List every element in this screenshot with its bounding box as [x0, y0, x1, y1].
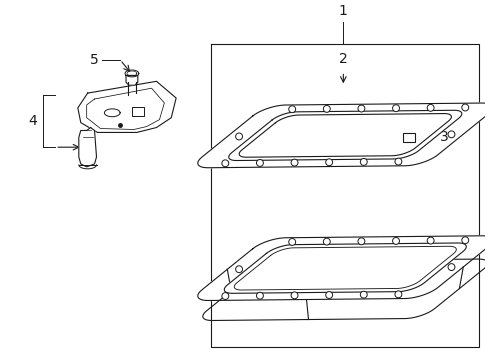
- Circle shape: [357, 238, 364, 245]
- Circle shape: [394, 291, 401, 298]
- Text: 2: 2: [338, 51, 347, 66]
- Circle shape: [325, 292, 332, 298]
- Circle shape: [461, 104, 468, 111]
- Bar: [402, 133, 414, 142]
- Circle shape: [461, 237, 468, 244]
- Circle shape: [256, 159, 263, 166]
- Circle shape: [325, 159, 332, 166]
- Circle shape: [392, 238, 399, 244]
- Circle shape: [288, 239, 295, 246]
- Circle shape: [447, 131, 454, 138]
- Circle shape: [394, 158, 401, 165]
- Polygon shape: [78, 81, 176, 132]
- Polygon shape: [197, 103, 488, 168]
- Polygon shape: [79, 127, 96, 167]
- Polygon shape: [197, 236, 488, 301]
- Circle shape: [235, 266, 242, 273]
- Circle shape: [323, 105, 329, 112]
- Polygon shape: [224, 243, 466, 293]
- Circle shape: [357, 105, 364, 112]
- Circle shape: [288, 106, 295, 113]
- Text: 3: 3: [439, 130, 448, 144]
- Polygon shape: [126, 75, 138, 85]
- Polygon shape: [228, 110, 461, 161]
- Circle shape: [447, 264, 454, 270]
- Circle shape: [427, 237, 433, 244]
- Circle shape: [222, 293, 228, 300]
- Circle shape: [290, 292, 297, 299]
- Text: 5: 5: [89, 53, 98, 67]
- Circle shape: [427, 104, 433, 111]
- Circle shape: [256, 292, 263, 299]
- Circle shape: [360, 158, 366, 165]
- Polygon shape: [203, 259, 487, 320]
- Circle shape: [222, 160, 228, 167]
- Text: 1: 1: [338, 4, 347, 18]
- Circle shape: [323, 238, 329, 245]
- Bar: [132, 107, 143, 116]
- Circle shape: [360, 291, 366, 298]
- Circle shape: [235, 133, 242, 140]
- Text: 4: 4: [29, 114, 38, 128]
- Circle shape: [392, 105, 399, 112]
- Circle shape: [290, 159, 297, 166]
